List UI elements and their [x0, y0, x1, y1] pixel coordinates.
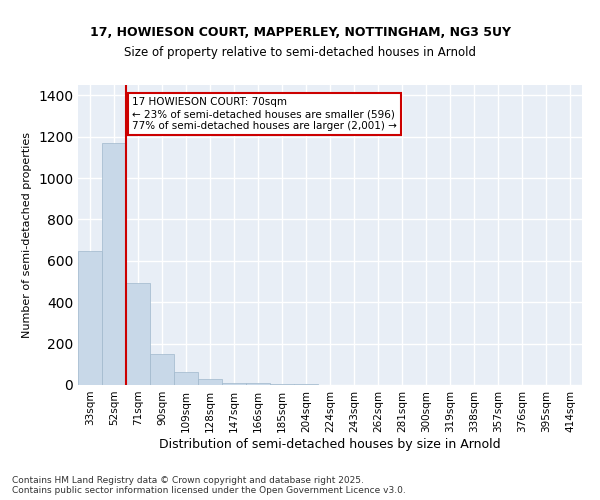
Text: Size of property relative to semi-detached houses in Arnold: Size of property relative to semi-detach…: [124, 46, 476, 59]
X-axis label: Distribution of semi-detached houses by size in Arnold: Distribution of semi-detached houses by …: [159, 438, 501, 450]
Text: 17 HOWIESON COURT: 70sqm
← 23% of semi-detached houses are smaller (596)
77% of : 17 HOWIESON COURT: 70sqm ← 23% of semi-d…: [132, 98, 397, 130]
Y-axis label: Number of semi-detached properties: Number of semi-detached properties: [22, 132, 32, 338]
Bar: [246, 384, 270, 385]
Bar: [294, 384, 318, 385]
Bar: [198, 379, 222, 385]
Bar: [126, 282, 150, 385]
Bar: [174, 372, 198, 385]
Text: Contains HM Land Registry data © Crown copyright and database right 2025.
Contai: Contains HM Land Registry data © Crown c…: [12, 476, 406, 495]
Text: 17, HOWIESON COURT, MAPPERLEY, NOTTINGHAM, NG3 5UY: 17, HOWIESON COURT, MAPPERLEY, NOTTINGHA…: [89, 26, 511, 39]
Bar: [78, 250, 102, 385]
Bar: [150, 354, 174, 385]
Bar: [270, 384, 294, 385]
Bar: [102, 143, 126, 385]
Bar: [222, 382, 246, 385]
